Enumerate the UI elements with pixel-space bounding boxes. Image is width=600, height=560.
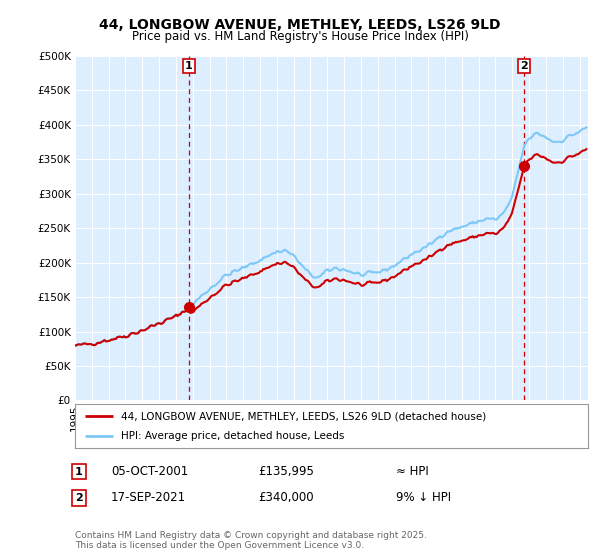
- Text: 17-SEP-2021: 17-SEP-2021: [111, 491, 186, 505]
- Text: 1: 1: [185, 61, 193, 71]
- Text: ≈ HPI: ≈ HPI: [396, 465, 429, 478]
- Text: Price paid vs. HM Land Registry's House Price Index (HPI): Price paid vs. HM Land Registry's House …: [131, 30, 469, 43]
- Text: 9% ↓ HPI: 9% ↓ HPI: [396, 491, 451, 505]
- Text: 1: 1: [75, 466, 83, 477]
- Text: 44, LONGBOW AVENUE, METHLEY, LEEDS, LS26 9LD: 44, LONGBOW AVENUE, METHLEY, LEEDS, LS26…: [99, 18, 501, 32]
- Text: 2: 2: [75, 493, 83, 503]
- Text: Contains HM Land Registry data © Crown copyright and database right 2025.
This d: Contains HM Land Registry data © Crown c…: [75, 531, 427, 550]
- Text: 05-OCT-2001: 05-OCT-2001: [111, 465, 188, 478]
- Text: £340,000: £340,000: [258, 491, 314, 505]
- Text: HPI: Average price, detached house, Leeds: HPI: Average price, detached house, Leed…: [121, 431, 344, 441]
- Text: 44, LONGBOW AVENUE, METHLEY, LEEDS, LS26 9LD (detached house): 44, LONGBOW AVENUE, METHLEY, LEEDS, LS26…: [121, 411, 487, 421]
- Text: £135,995: £135,995: [258, 465, 314, 478]
- Text: 2: 2: [520, 61, 528, 71]
